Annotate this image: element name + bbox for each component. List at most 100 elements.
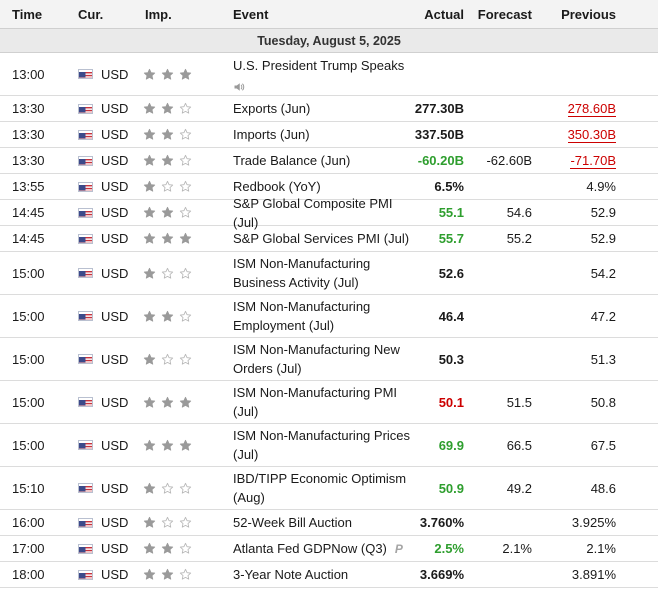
star-empty-icon [179, 154, 192, 167]
header-previous[interactable]: Previous [561, 6, 616, 22]
header-time[interactable]: Time [12, 6, 43, 22]
header-actual[interactable]: Actual [424, 6, 464, 22]
event-time: 15:00 [12, 437, 45, 453]
event-title: Redbook (YoY) [233, 179, 321, 194]
star-empty-icon [179, 180, 192, 193]
event-name[interactable]: Imports (Jun) [233, 122, 421, 147]
event-name[interactable]: 52-Week Bill Auction [233, 510, 421, 535]
table-row[interactable]: 15:00 USD ISM Non-Manufacturing Employment … [0, 295, 658, 338]
previous-value: 52.9 [590, 231, 616, 246]
table-row[interactable]: 15:00 USD ISM Non-Manufacturing Business Ac… [0, 252, 658, 295]
event-name-line: (Jul) [233, 447, 259, 462]
us-flag-icon [78, 536, 94, 561]
event-title: U.S. President Trump Speaks [233, 58, 405, 73]
actual-value: 46.4 [438, 308, 464, 324]
importance-rating [143, 148, 197, 173]
header-event[interactable]: Event [233, 6, 269, 22]
actual-value: 50.9 [438, 480, 464, 496]
event-currency: USD [101, 515, 129, 530]
event-name[interactable]: Exports (Jun) [233, 96, 421, 121]
event-currency: USD [101, 308, 129, 324]
star-empty-icon [179, 482, 192, 495]
table-row[interactable]: 13:55 USD Redbook (YoY) 6.5% 4.9% [0, 174, 658, 200]
event-time: 15:00 [12, 265, 45, 281]
star-filled-icon [179, 232, 192, 245]
revised-previous-value[interactable]: -71.70B [570, 152, 616, 169]
importance-rating [143, 381, 197, 423]
table-row[interactable]: 16:00 USD 52-Week Bill Auction 3.760% 3.925% [0, 510, 658, 536]
event-currency: USD [101, 101, 129, 116]
actual-value: 337.50B [414, 127, 464, 142]
table-row[interactable]: 15:00 USD ISM Non-Manufacturing Prices (Jul… [0, 424, 658, 467]
event-currency: USD [101, 66, 129, 82]
table-row[interactable]: 17:00 USD Atlanta Fed GDPNow (Q3) P 2.5% 2.1%… [0, 536, 658, 562]
event-name[interactable]: S&P Global Services PMI (Jul) [233, 226, 421, 251]
event-name[interactable]: ISM Non-Manufacturing Prices (Jul) [233, 424, 421, 466]
event-name-line: Orders (Jul) [233, 361, 302, 376]
event-name[interactable]: U.S. President Trump Speaks [233, 53, 421, 95]
forecast-value: 51.5 [506, 394, 532, 410]
event-name[interactable]: 3-Year Note Auction [233, 562, 421, 587]
table-row[interactable]: 15:00 USD ISM Non-Manufacturing New Orders … [0, 338, 658, 381]
event-name[interactable]: Atlanta Fed GDPNow (Q3) P [233, 536, 421, 561]
importance-rating [143, 562, 197, 587]
revised-previous-value[interactable]: 278.60B [567, 100, 616, 117]
star-empty-icon [179, 568, 192, 581]
event-name[interactable]: ISM Non-Manufacturing Business Activity (… [233, 252, 421, 294]
event-name[interactable]: S&P Global Composite PMI (Jul) [233, 196, 421, 230]
revised-previous-value[interactable]: 350.30B [567, 126, 616, 143]
table-row[interactable]: 13:00 USD U.S. President Trump Speaks [0, 53, 658, 96]
table-row[interactable]: 13:30 USD Imports (Jun) 337.50B 350.30B [0, 122, 658, 148]
event-name[interactable]: Trade Balance (Jun) [233, 148, 421, 173]
event-title: 52-Week Bill Auction [233, 515, 352, 530]
event-name[interactable]: ISM Non-Manufacturing Employment (Jul) [233, 295, 421, 337]
header-forecast[interactable]: Forecast [477, 6, 532, 22]
importance-rating [143, 53, 197, 95]
star-empty-icon [179, 128, 192, 141]
event-time: 13:30 [12, 127, 45, 142]
star-empty-icon [179, 102, 192, 115]
speaker-icon[interactable] [233, 79, 245, 91]
event-time: 14:45 [12, 231, 45, 246]
previous-value [540, 53, 616, 95]
header-currency[interactable]: Cur. [78, 6, 104, 22]
event-name[interactable]: ISM Non-Manufacturing New Orders (Jul) [233, 338, 421, 380]
header-importance[interactable]: Imp. [145, 6, 172, 22]
event-name-line: ISM Non-Manufacturing Prices [233, 428, 411, 443]
importance-rating [143, 295, 197, 337]
table-row[interactable]: 15:10 USD IBD/TIPP Economic Optimism (Aug) 5… [0, 467, 658, 510]
star-empty-icon [179, 206, 192, 219]
event-name-text: S&P Global Services PMI (Jul) [233, 229, 409, 248]
actual-value: 6.5% [434, 179, 464, 194]
event-name[interactable]: ISM Non-Manufacturing PMI (Jul) [233, 381, 421, 423]
table-row[interactable]: 14:45 USD S&P Global Composite PMI (Jul) 55… [0, 196, 658, 230]
star-filled-icon [179, 439, 192, 452]
star-empty-icon [161, 516, 174, 529]
table-row[interactable]: 18:00 USD 3-Year Note Auction 3.669% 3.891% [0, 562, 658, 588]
forecast-value: 2.1% [502, 541, 532, 556]
table-row[interactable]: 13:30 USD Trade Balance (Jun) -60.20B -62.60… [0, 148, 658, 174]
table-row[interactable]: 14:45 USD S&P Global Services PMI (Jul) 55.… [0, 226, 658, 252]
previous-value: 350.30B [540, 122, 616, 147]
event-name[interactable]: Redbook (YoY) [233, 174, 421, 199]
preliminary-icon: P [394, 541, 403, 556]
table-row[interactable]: 13:30 USD Exports (Jun) 277.30B 278.60B [0, 96, 658, 122]
event-currency: USD [101, 231, 129, 246]
event-name-line: ISM Non-Manufacturing New [233, 342, 400, 357]
us-flag-icon [78, 467, 94, 509]
event-name-text: Imports (Jun) [233, 125, 310, 144]
forecast-value [460, 338, 532, 380]
event-time: 16:00 [12, 515, 45, 530]
event-name[interactable]: IBD/TIPP Economic Optimism (Aug) [233, 467, 421, 509]
actual-value: 69.9 [438, 437, 464, 453]
event-title: S&P Global Composite PMI (Jul) [233, 195, 393, 230]
star-filled-icon [143, 568, 156, 581]
forecast-value [460, 122, 532, 147]
event-title: Atlanta Fed GDPNow (Q3) [233, 540, 387, 556]
importance-rating [143, 338, 197, 380]
table-row[interactable]: 15:00 USD ISM Non-Manufacturing PMI (Jul) 50… [0, 381, 658, 424]
importance-rating [143, 96, 197, 121]
forecast-value: -62.60B [486, 153, 532, 168]
event-currency: USD [101, 127, 129, 142]
star-filled-icon [143, 232, 156, 245]
